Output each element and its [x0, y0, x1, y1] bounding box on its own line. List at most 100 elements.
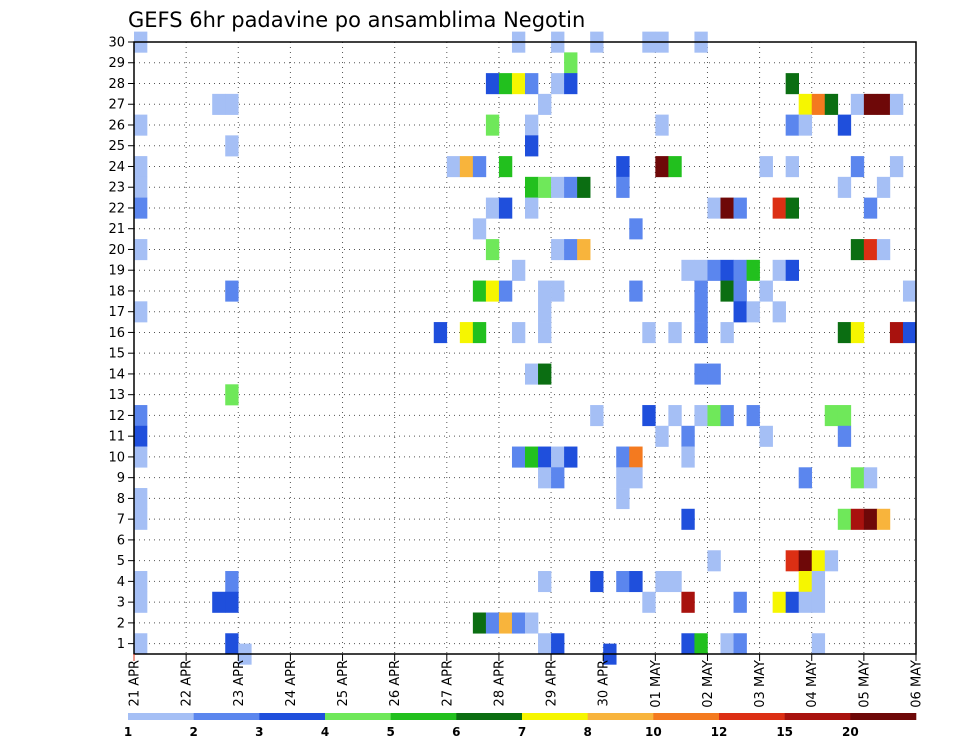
heatmap-cell	[863, 239, 878, 261]
heatmap-cell	[485, 239, 500, 261]
heatmap-cell	[876, 239, 891, 261]
heatmap-cell	[134, 156, 148, 178]
heatmap-cell	[785, 259, 799, 281]
x-axis: 21 APR 22 APR 23 APR 24 APR 25 APR 26 APR 27 A…	[128, 654, 925, 708]
heatmap-cell	[837, 322, 852, 344]
heatmap-cell	[629, 571, 643, 593]
y-tick-label: 30	[108, 36, 125, 51]
heatmap-cell	[837, 508, 852, 530]
y-axis: 1234567891011121314151617181920212223242…	[108, 36, 134, 652]
heatmap-cell	[134, 405, 148, 427]
heatmap-cell	[134, 301, 148, 323]
heatmap-cell	[720, 633, 734, 655]
legend-swatch	[193, 713, 260, 720]
heatmap-cell	[629, 280, 643, 302]
heatmap-cell	[134, 425, 148, 447]
y-tick-label: 1	[117, 637, 125, 652]
heatmap-cell	[225, 633, 239, 655]
heatmap-cell	[824, 93, 839, 115]
heatmap-cell	[824, 550, 839, 572]
legend-label: 5	[386, 725, 394, 739]
heatmap-cell	[707, 405, 721, 427]
y-tick-label: 23	[108, 181, 125, 196]
heatmap-cell	[668, 405, 682, 427]
y-tick-label: 13	[108, 388, 125, 403]
heatmap-cell	[538, 446, 552, 468]
y-tick-label: 5	[117, 554, 125, 569]
y-tick-label: 17	[108, 305, 125, 320]
heatmap-cell	[498, 73, 513, 95]
heatmap-cell	[485, 114, 500, 136]
heatmap-cell	[707, 259, 721, 281]
heatmap-cell	[616, 571, 630, 593]
heatmap-cell	[616, 467, 630, 489]
y-tick-label: 21	[108, 222, 125, 237]
heatmap-cell	[564, 239, 578, 261]
heatmap-cell	[498, 280, 513, 302]
heatmap-cell	[668, 156, 682, 178]
x-tick-label: 26 APR	[388, 660, 403, 706]
heatmap-cell	[889, 322, 904, 344]
heatmap-cell	[759, 425, 773, 447]
y-tick-label: 3	[117, 596, 125, 611]
heatmap-cell	[798, 550, 813, 572]
heatmap-cell	[876, 93, 891, 115]
heatmap-cell	[694, 301, 708, 323]
heatmap-cell	[538, 363, 552, 385]
heatmap-cell	[225, 591, 239, 613]
heatmap-cell	[681, 446, 695, 468]
legend-label: 6	[452, 725, 460, 739]
heatmap-cell	[694, 633, 708, 655]
y-tick-label: 6	[117, 533, 125, 548]
heatmap-cell	[564, 446, 578, 468]
heatmap-cell	[798, 93, 813, 115]
heatmap-cell	[134, 488, 148, 510]
plot-frame	[133, 41, 917, 655]
heatmap-cell	[459, 156, 474, 178]
legend-swatch	[522, 713, 588, 720]
heatmap-cell	[746, 405, 760, 427]
y-tick-label: 28	[108, 77, 125, 92]
heatmap-cell	[746, 259, 760, 281]
heatmap-cell	[837, 425, 852, 447]
heatmap-cell	[551, 176, 565, 198]
heatmap-cell	[850, 93, 865, 115]
heatmap-cell	[655, 425, 669, 447]
heatmap-cell	[538, 633, 552, 655]
heatmap-cell	[511, 322, 526, 344]
chart-title: GEFS 6hr padavine po ansamblima Negotin	[128, 8, 585, 32]
heatmap-cell	[564, 176, 578, 198]
heatmap-cell	[720, 259, 734, 281]
heatmap-cell	[525, 114, 539, 136]
legend-swatch	[128, 713, 194, 720]
y-tick-label: 4	[117, 575, 125, 590]
heatmap-cell	[551, 239, 565, 261]
legend-label: 12	[711, 725, 728, 739]
legend-swatch	[325, 713, 391, 720]
heatmap-cell	[863, 197, 878, 219]
y-tick-label: 16	[108, 326, 125, 341]
heatmap-cell	[811, 591, 826, 613]
heatmap-cell	[525, 176, 539, 198]
heatmap-cell	[798, 467, 813, 489]
heatmap-cell	[433, 322, 448, 344]
heatmap-cell	[225, 135, 239, 157]
heatmap-cell	[525, 363, 539, 385]
legend-label: 8	[583, 725, 591, 739]
heatmap-cell	[134, 571, 148, 593]
heatmap-cell	[811, 93, 826, 115]
heatmap-cell	[212, 93, 226, 115]
heatmap-cell	[642, 322, 656, 344]
heatmap-cell	[733, 259, 747, 281]
y-tick-label: 20	[108, 243, 125, 258]
heatmap-cell	[511, 259, 526, 281]
legend-swatch	[719, 713, 785, 720]
legend-swatch	[587, 713, 654, 720]
data-cells	[134, 31, 917, 665]
legend-swatch	[850, 713, 917, 720]
heatmap-cell	[134, 591, 148, 613]
heatmap-cell	[811, 550, 826, 572]
heatmap-cell	[642, 591, 656, 613]
heatmap-cell	[538, 322, 552, 344]
